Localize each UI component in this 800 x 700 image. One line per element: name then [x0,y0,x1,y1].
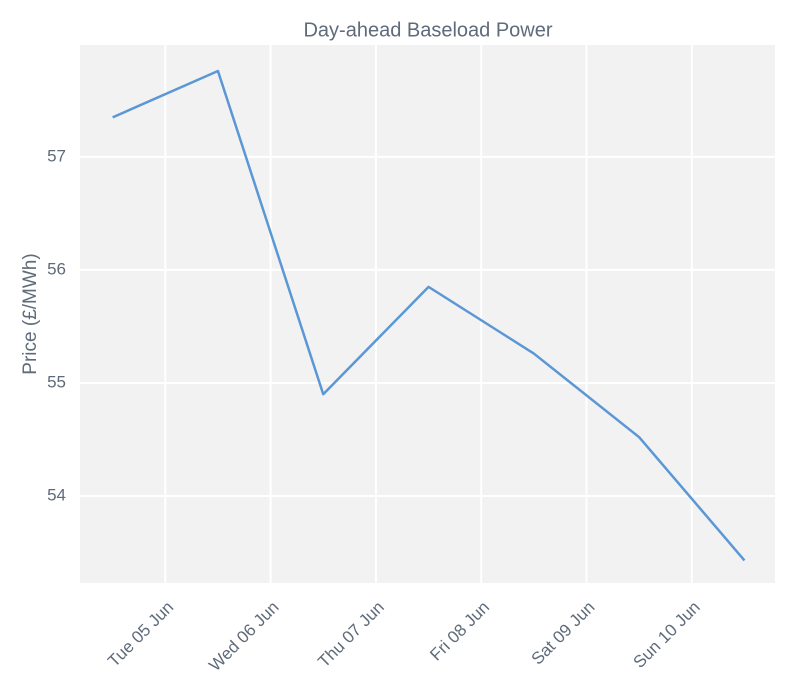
y-tick-label: 55 [47,372,66,391]
y-tick-label: 54 [47,485,66,504]
y-tick-label: 57 [47,146,66,165]
y-axis-label: Price (£/MWh) [20,253,41,374]
x-tick-label: Sun 10 Jun [630,598,704,672]
x-tick-label: Fri 08 Jun [426,598,493,665]
line-series [112,69,746,562]
x-tick-label: Wed 06 Jun [205,598,282,675]
x-tick-label: Tue 05 Jun [104,598,177,671]
chart-title: Day-ahead Baseload Power [303,19,552,41]
plot-area [80,45,775,583]
x-tick-label: Sat 09 Jun [528,598,599,669]
x-tick-label: Thu 07 Jun [314,598,388,672]
y-tick-label: 56 [47,259,66,278]
